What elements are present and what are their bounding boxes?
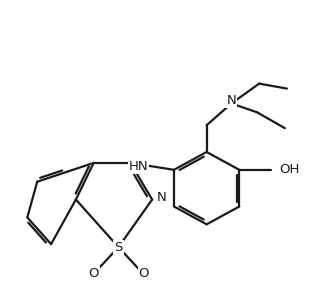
Text: N: N (226, 94, 236, 107)
Text: O: O (88, 267, 99, 280)
Text: O: O (139, 267, 149, 280)
Text: S: S (114, 241, 123, 254)
Text: HN: HN (129, 160, 148, 173)
Text: OH: OH (279, 163, 299, 176)
Text: N: N (157, 191, 167, 204)
